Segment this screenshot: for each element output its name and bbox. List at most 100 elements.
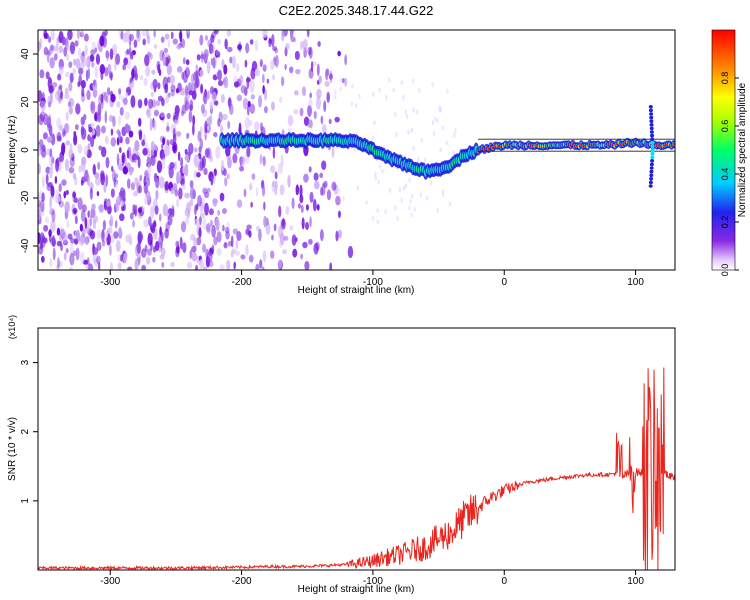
heatmap-cell <box>118 115 121 126</box>
heatmap-cell <box>160 247 166 257</box>
heatmap-cell <box>207 187 211 193</box>
heatmap-cell <box>64 158 69 172</box>
heatmap-cell <box>452 150 455 156</box>
heatmap-cell <box>118 213 125 222</box>
x-tick-label: -100 <box>363 277 383 288</box>
heatmap-cell <box>175 240 180 248</box>
heatmap-cell <box>97 161 101 171</box>
heatmap-cell <box>96 191 100 197</box>
heatmap-cell <box>295 184 300 196</box>
heatmap-cell <box>400 79 404 85</box>
heatmap-cell <box>58 260 63 268</box>
heatmap-cell <box>118 147 122 154</box>
heatmap-cell <box>381 168 384 174</box>
heatmap-cell <box>404 109 408 115</box>
heatmap-cell <box>49 43 55 54</box>
heatmap-cell <box>45 166 51 174</box>
heatmap-cell <box>419 192 423 198</box>
heatmap-cell <box>326 91 330 103</box>
heatmap-cell <box>319 229 324 242</box>
heatmap-cell <box>325 68 330 77</box>
heatmap-cell <box>650 137 655 141</box>
heatmap-cell <box>185 59 190 66</box>
x-tick-label: 100 <box>627 277 644 288</box>
snr-line <box>38 367 675 570</box>
heatmap-cell <box>47 122 52 132</box>
heatmap-cell <box>173 161 177 171</box>
heatmap-cell <box>60 90 63 100</box>
heatmap-cell <box>40 111 46 117</box>
snr-axes-frame <box>37 327 676 571</box>
heatmap-cell <box>308 238 313 245</box>
heatmap-cell <box>86 174 90 186</box>
heatmap-cell <box>206 222 212 235</box>
heatmap-cell <box>97 261 101 270</box>
heatmap-cell <box>236 199 243 208</box>
heatmap-cell <box>441 125 444 131</box>
heatmap-cell <box>410 193 414 199</box>
heatmap-cell <box>203 167 208 176</box>
heatmap-cell <box>305 221 309 231</box>
heatmap-cell <box>304 260 310 270</box>
heatmap-cell <box>81 204 87 213</box>
heatmap-cell <box>89 230 96 240</box>
heatmap-cell <box>43 46 49 56</box>
heatmap-cell <box>110 137 117 147</box>
heatmap-cell <box>92 247 99 255</box>
heatmap-cell <box>648 105 653 109</box>
heatmap-cell <box>66 122 70 134</box>
heatmap-cell <box>162 137 166 146</box>
heatmap-cell <box>57 73 62 81</box>
heatmap-cell <box>306 30 310 38</box>
heatmap-cell <box>210 44 215 54</box>
heatmap-cell <box>81 87 85 97</box>
heatmap-cell <box>431 120 435 126</box>
colorbar-tick-label: 0.6 <box>720 120 730 133</box>
heatmap-cell <box>149 118 153 131</box>
heatmap-cell <box>251 173 256 180</box>
heatmap-cell <box>409 198 412 204</box>
heatmap-cell <box>193 154 200 168</box>
heatmap-cell <box>315 96 322 110</box>
heatmap-cell <box>199 125 203 135</box>
heatmap-cell <box>226 30 232 37</box>
heatmap-cell <box>208 208 214 216</box>
heatmap-cell <box>181 244 186 251</box>
heatmap-cell <box>429 180 433 186</box>
colorbar-ticks: 0.0 0.2 0.4 0.6 0.8 <box>720 72 739 276</box>
heatmap-cell <box>244 117 250 130</box>
heatmap-cell <box>408 177 411 183</box>
heatmap-cell <box>143 196 148 205</box>
heatmap-cell <box>94 112 97 122</box>
heatmap-cell <box>395 132 398 138</box>
heatmap-cell <box>58 45 64 54</box>
heatmap-cell <box>316 204 320 211</box>
heatmap-cell <box>72 250 77 257</box>
heatmap-cell <box>63 252 67 261</box>
heatmap-cell <box>122 188 126 201</box>
heatmap-cell <box>152 119 157 131</box>
heatmap-cell <box>184 96 188 106</box>
heatmap-cell <box>248 119 253 127</box>
heatmap-cell <box>220 124 224 134</box>
heatmap-cell <box>314 180 320 190</box>
heatmap-cell <box>195 203 199 211</box>
heatmap-cell <box>161 232 164 242</box>
heatmap-cell <box>39 143 44 156</box>
heatmap-cell <box>258 95 263 108</box>
heatmap-cell <box>186 261 193 269</box>
heatmap-cell <box>229 56 233 64</box>
heatmap-cell <box>239 75 244 85</box>
heatmap-cell <box>90 49 96 56</box>
heatmap-cell <box>408 205 411 211</box>
heatmap-cell <box>307 104 312 117</box>
heatmap-cell <box>282 30 288 38</box>
heatmap-cell <box>235 62 240 73</box>
heatmap-cell <box>111 165 114 172</box>
heatmap-cell <box>249 39 254 45</box>
heatmap-cell <box>98 94 103 106</box>
heatmap-cell <box>248 182 253 191</box>
heatmap-cell <box>109 48 114 60</box>
heatmap-cell <box>74 40 79 47</box>
heatmap-cell <box>433 116 437 122</box>
